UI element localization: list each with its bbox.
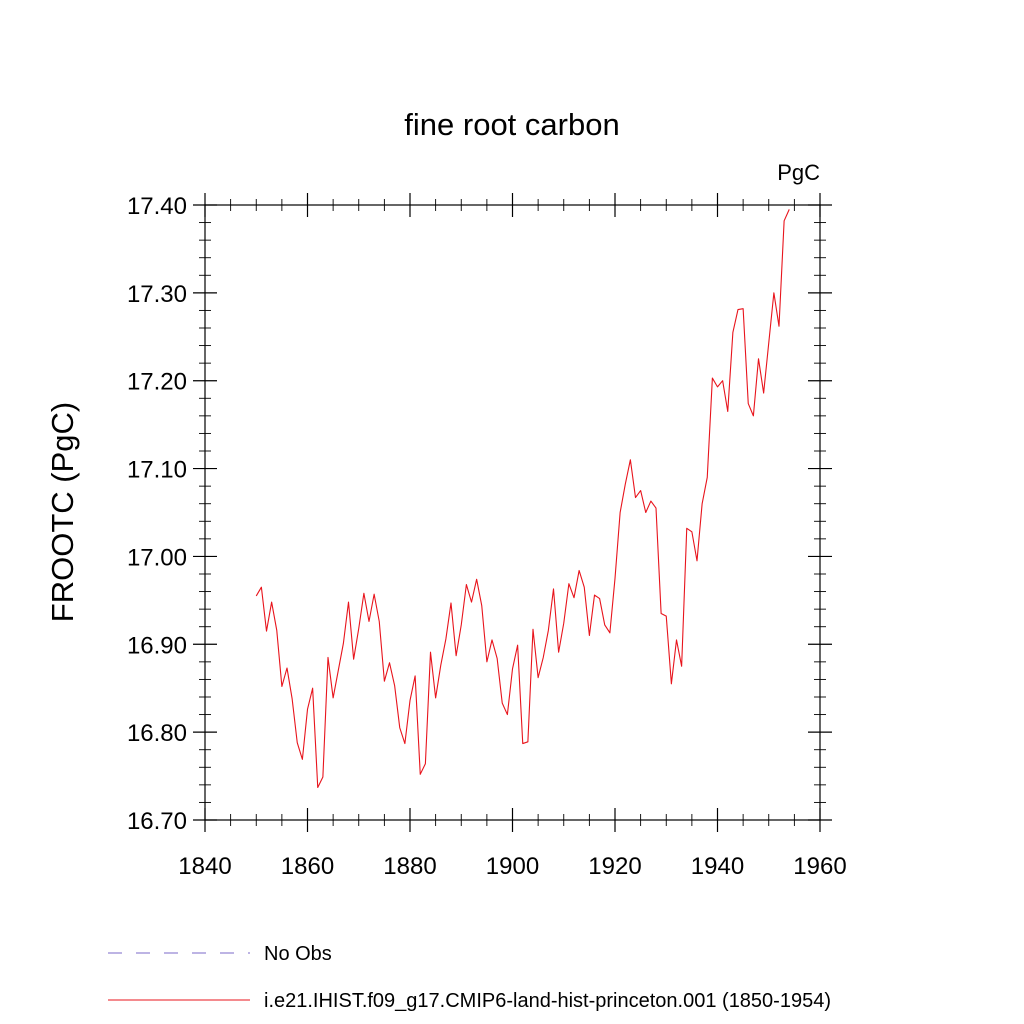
plot-area <box>255 209 790 789</box>
x-tick-label: 1900 <box>486 853 539 880</box>
y-tick-label: 16.70 <box>127 808 187 835</box>
legend-label: i.e21.IHIST.f09_g17.CMIP6-land-hist-prin… <box>264 990 831 1012</box>
y-tick-label: 16.90 <box>127 632 187 659</box>
x-tick-label: 1840 <box>178 853 231 880</box>
series-line <box>255 209 790 789</box>
x-tick-label: 1940 <box>691 853 744 880</box>
y-tick-label: 17.20 <box>127 369 187 396</box>
units-label: PgC <box>777 160 820 185</box>
y-axis-ticks: 16.70 16.80 16.90 17.00 17.10 17.20 17.30 17.40 <box>127 193 832 835</box>
y-tick-label: 17.10 <box>127 457 187 484</box>
legend-label: No Obs <box>264 943 332 965</box>
y-tick-label: 17.40 <box>127 193 187 220</box>
x-tick-label: 1960 <box>793 853 846 880</box>
y-tick-label: 17.00 <box>127 544 187 571</box>
plot-frame <box>204 204 821 821</box>
chart-title: fine root carbon <box>404 107 619 142</box>
x-tick-label: 1860 <box>281 853 334 880</box>
y-tick-label: 17.30 <box>127 281 187 308</box>
y-axis-label: FROOTC (PgC) <box>45 402 80 622</box>
x-tick-label: 1920 <box>588 853 641 880</box>
x-tick-label: 1880 <box>383 853 436 880</box>
y-tick-label: 16.80 <box>127 720 187 747</box>
legend: No Obs i.e21.IHIST.f09_g17.CMIP6-land-his… <box>108 943 831 1012</box>
x-axis-ticks: 1840 1860 1880 1900 1920 1940 1960 <box>178 193 847 880</box>
